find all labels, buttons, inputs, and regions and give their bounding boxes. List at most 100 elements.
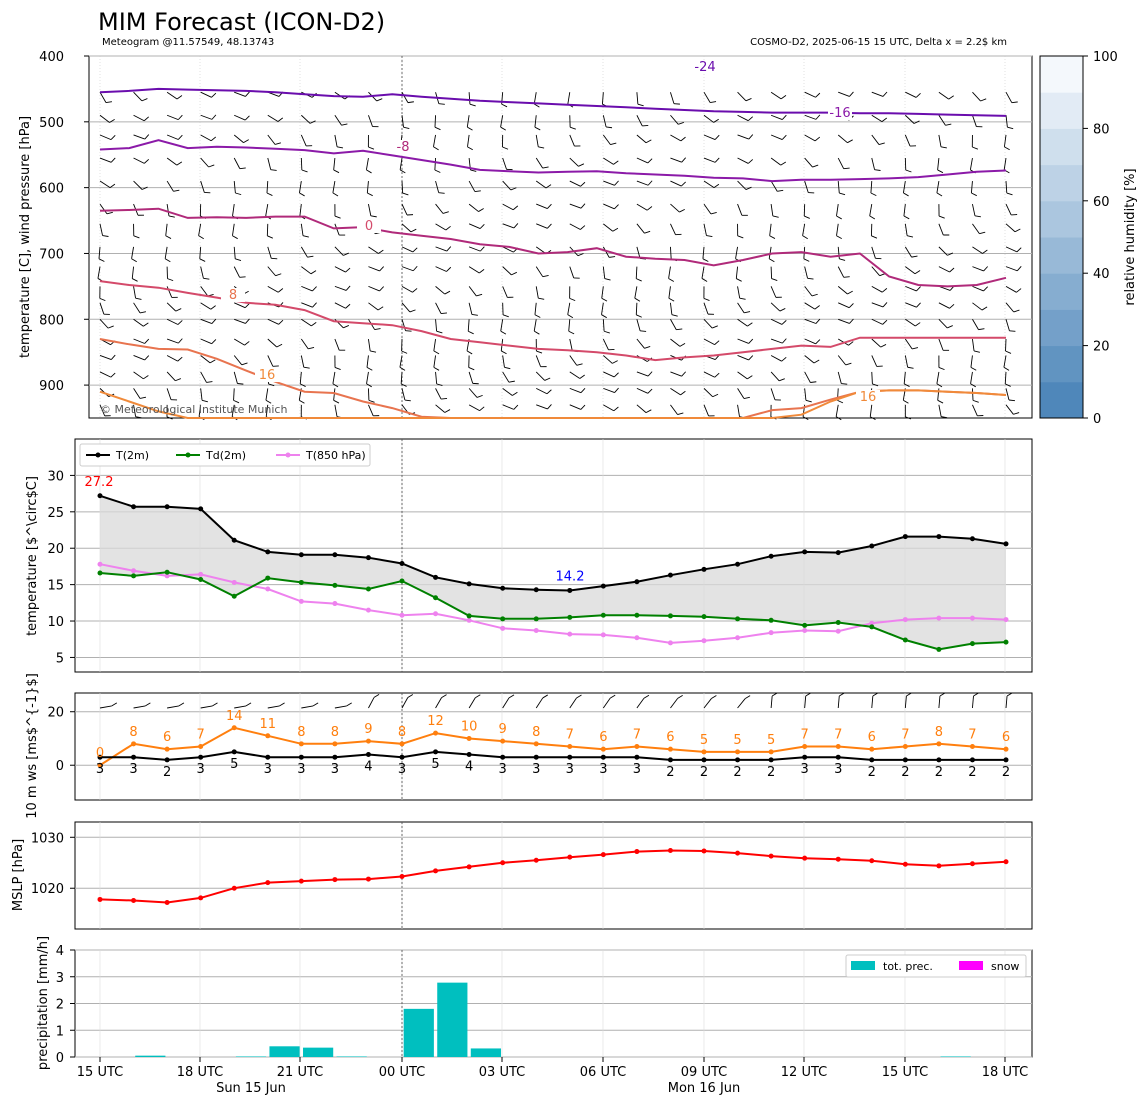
wind-barb-flag [178,338,183,344]
wind-barb [435,388,442,400]
contour-label-bg [391,140,415,154]
wind-barb-flag [936,192,943,197]
wind-barb [536,223,548,229]
ws-label: 5 [230,757,238,772]
ws-label: 4 [364,760,372,775]
precip-ylabel: precipitation [mm/h] [36,936,51,1070]
mslp-point [332,877,338,883]
wind-barb [569,180,581,187]
wind-barb [133,388,141,399]
wind-barb-flag [974,215,981,218]
wind-barb [603,371,615,378]
wind-barb [435,371,438,384]
wind-barb-flag [713,183,720,189]
wind-barb-flag [913,120,920,124]
wind-barb-flag [1014,228,1021,233]
wind-barb-flag [144,338,150,344]
wind-barb-flag [245,702,252,707]
wind-barb-flag [309,120,316,124]
t2m-point [869,543,875,549]
wind-barb-flag [164,258,171,263]
wind-barb [972,285,984,292]
wind-barb-flag [233,399,240,404]
gust-label: 6 [666,730,674,745]
wind-barb-flag [512,205,519,211]
wind-barb-flag [983,286,989,292]
wind-barb [703,203,712,215]
gust-label: 8 [297,725,305,740]
windspeed-point [902,757,908,763]
wind-barb-flag [370,350,377,353]
wind-barb-flag [239,276,246,278]
wind-barb-flag [268,383,275,387]
ytick-label: 5 [56,651,64,666]
wind-barb [232,204,235,217]
t850-point [399,612,405,618]
wind-barb [366,371,369,384]
ws-label: 3 [264,762,272,777]
td2m-line [99,571,1007,651]
wind-barb-flag [569,297,576,302]
ytick-label: 20 [47,706,64,721]
mslp-point [600,852,606,858]
mslp-point [869,858,875,864]
max-temp-label: 27.2 [85,475,114,490]
wind-barb [435,302,442,314]
wind-barb [770,338,783,344]
wind-barb-flag [701,278,708,282]
wind-barb-flag [467,126,473,131]
wind-barb [434,157,437,171]
wind-barb [972,302,983,311]
wind-barb-flag [710,101,717,103]
colorbar-tick-label: 0 [1093,412,1101,427]
wind-barb-flag [769,235,776,239]
colorbar-tick-label: 40 [1093,267,1110,282]
wind-barb-flag [1006,692,1013,697]
wind-barb [535,157,544,169]
wind-barb-flag [110,134,116,140]
wind-barb-flag [839,192,846,196]
wind-barb-flag [311,322,317,327]
mslp-point [667,848,673,854]
wind-barb-flag [748,355,754,361]
isotherm-line [99,87,1007,117]
t850-point [735,635,741,641]
wind-barb-flag [366,366,373,371]
wind-barb-flag [911,255,918,258]
wind-barb [770,180,778,192]
wind-barb [1005,91,1013,103]
wind-barb [936,180,940,193]
wind-barb [534,115,537,128]
ws-label: 3 [398,762,406,777]
wind-barb [166,355,178,362]
wind-barb [938,266,950,273]
mslp-point [768,853,774,859]
wind-barb [903,204,906,217]
wind-barb-flag [536,350,543,354]
wind-barb-flag [681,371,687,377]
wind-barb [433,338,437,351]
wind-barb-flag [534,126,541,131]
wind-barb [569,157,579,167]
wind-barb [837,246,840,259]
windspeed-point [869,757,875,763]
wind-barb [804,338,816,345]
wind-barb [133,338,145,344]
wind-barb [99,91,107,103]
wind-barb-flag [815,92,821,98]
gust-point [969,744,975,749]
wind-barb [567,92,571,105]
wind-barb-flag [544,377,551,381]
wind-barb-flag [345,285,351,291]
wind-barb [636,246,641,259]
wind-barb [99,134,112,141]
wind-barb [636,134,647,144]
wind-barb-flag [446,246,452,252]
wind-barb-flag [905,416,912,420]
wind-barb-flag [804,215,810,219]
gust-label: 8 [532,725,540,740]
t850-point [164,573,170,579]
gust-point [802,744,808,749]
wind-barb-flag [748,338,754,344]
wind-barb [569,355,578,366]
